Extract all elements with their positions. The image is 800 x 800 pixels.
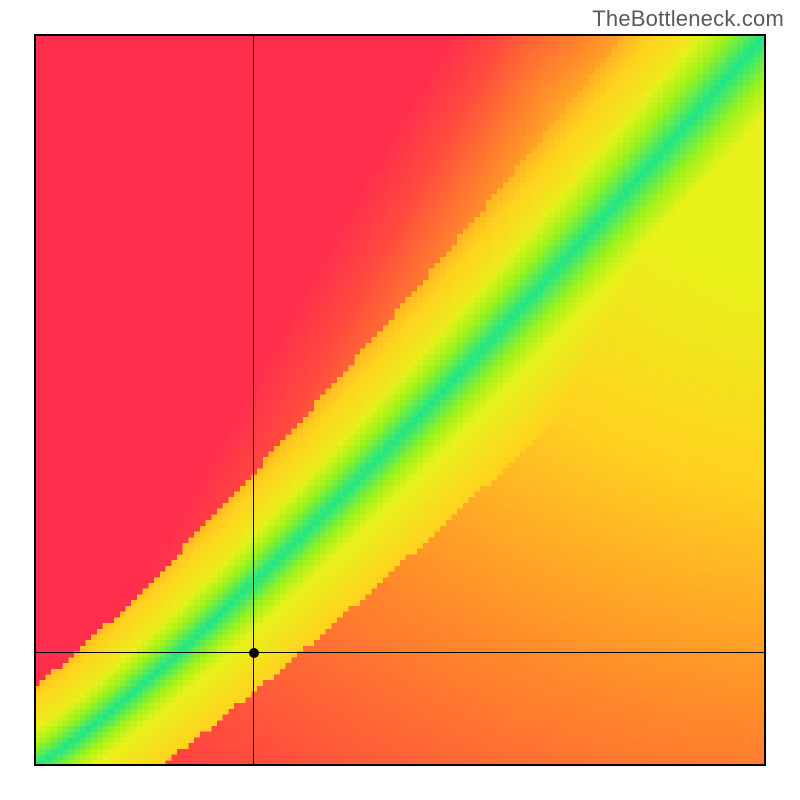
bottleneck-heatmap — [34, 34, 766, 766]
watermark-text: TheBottleneck.com — [592, 6, 784, 32]
plot-area — [34, 34, 766, 766]
